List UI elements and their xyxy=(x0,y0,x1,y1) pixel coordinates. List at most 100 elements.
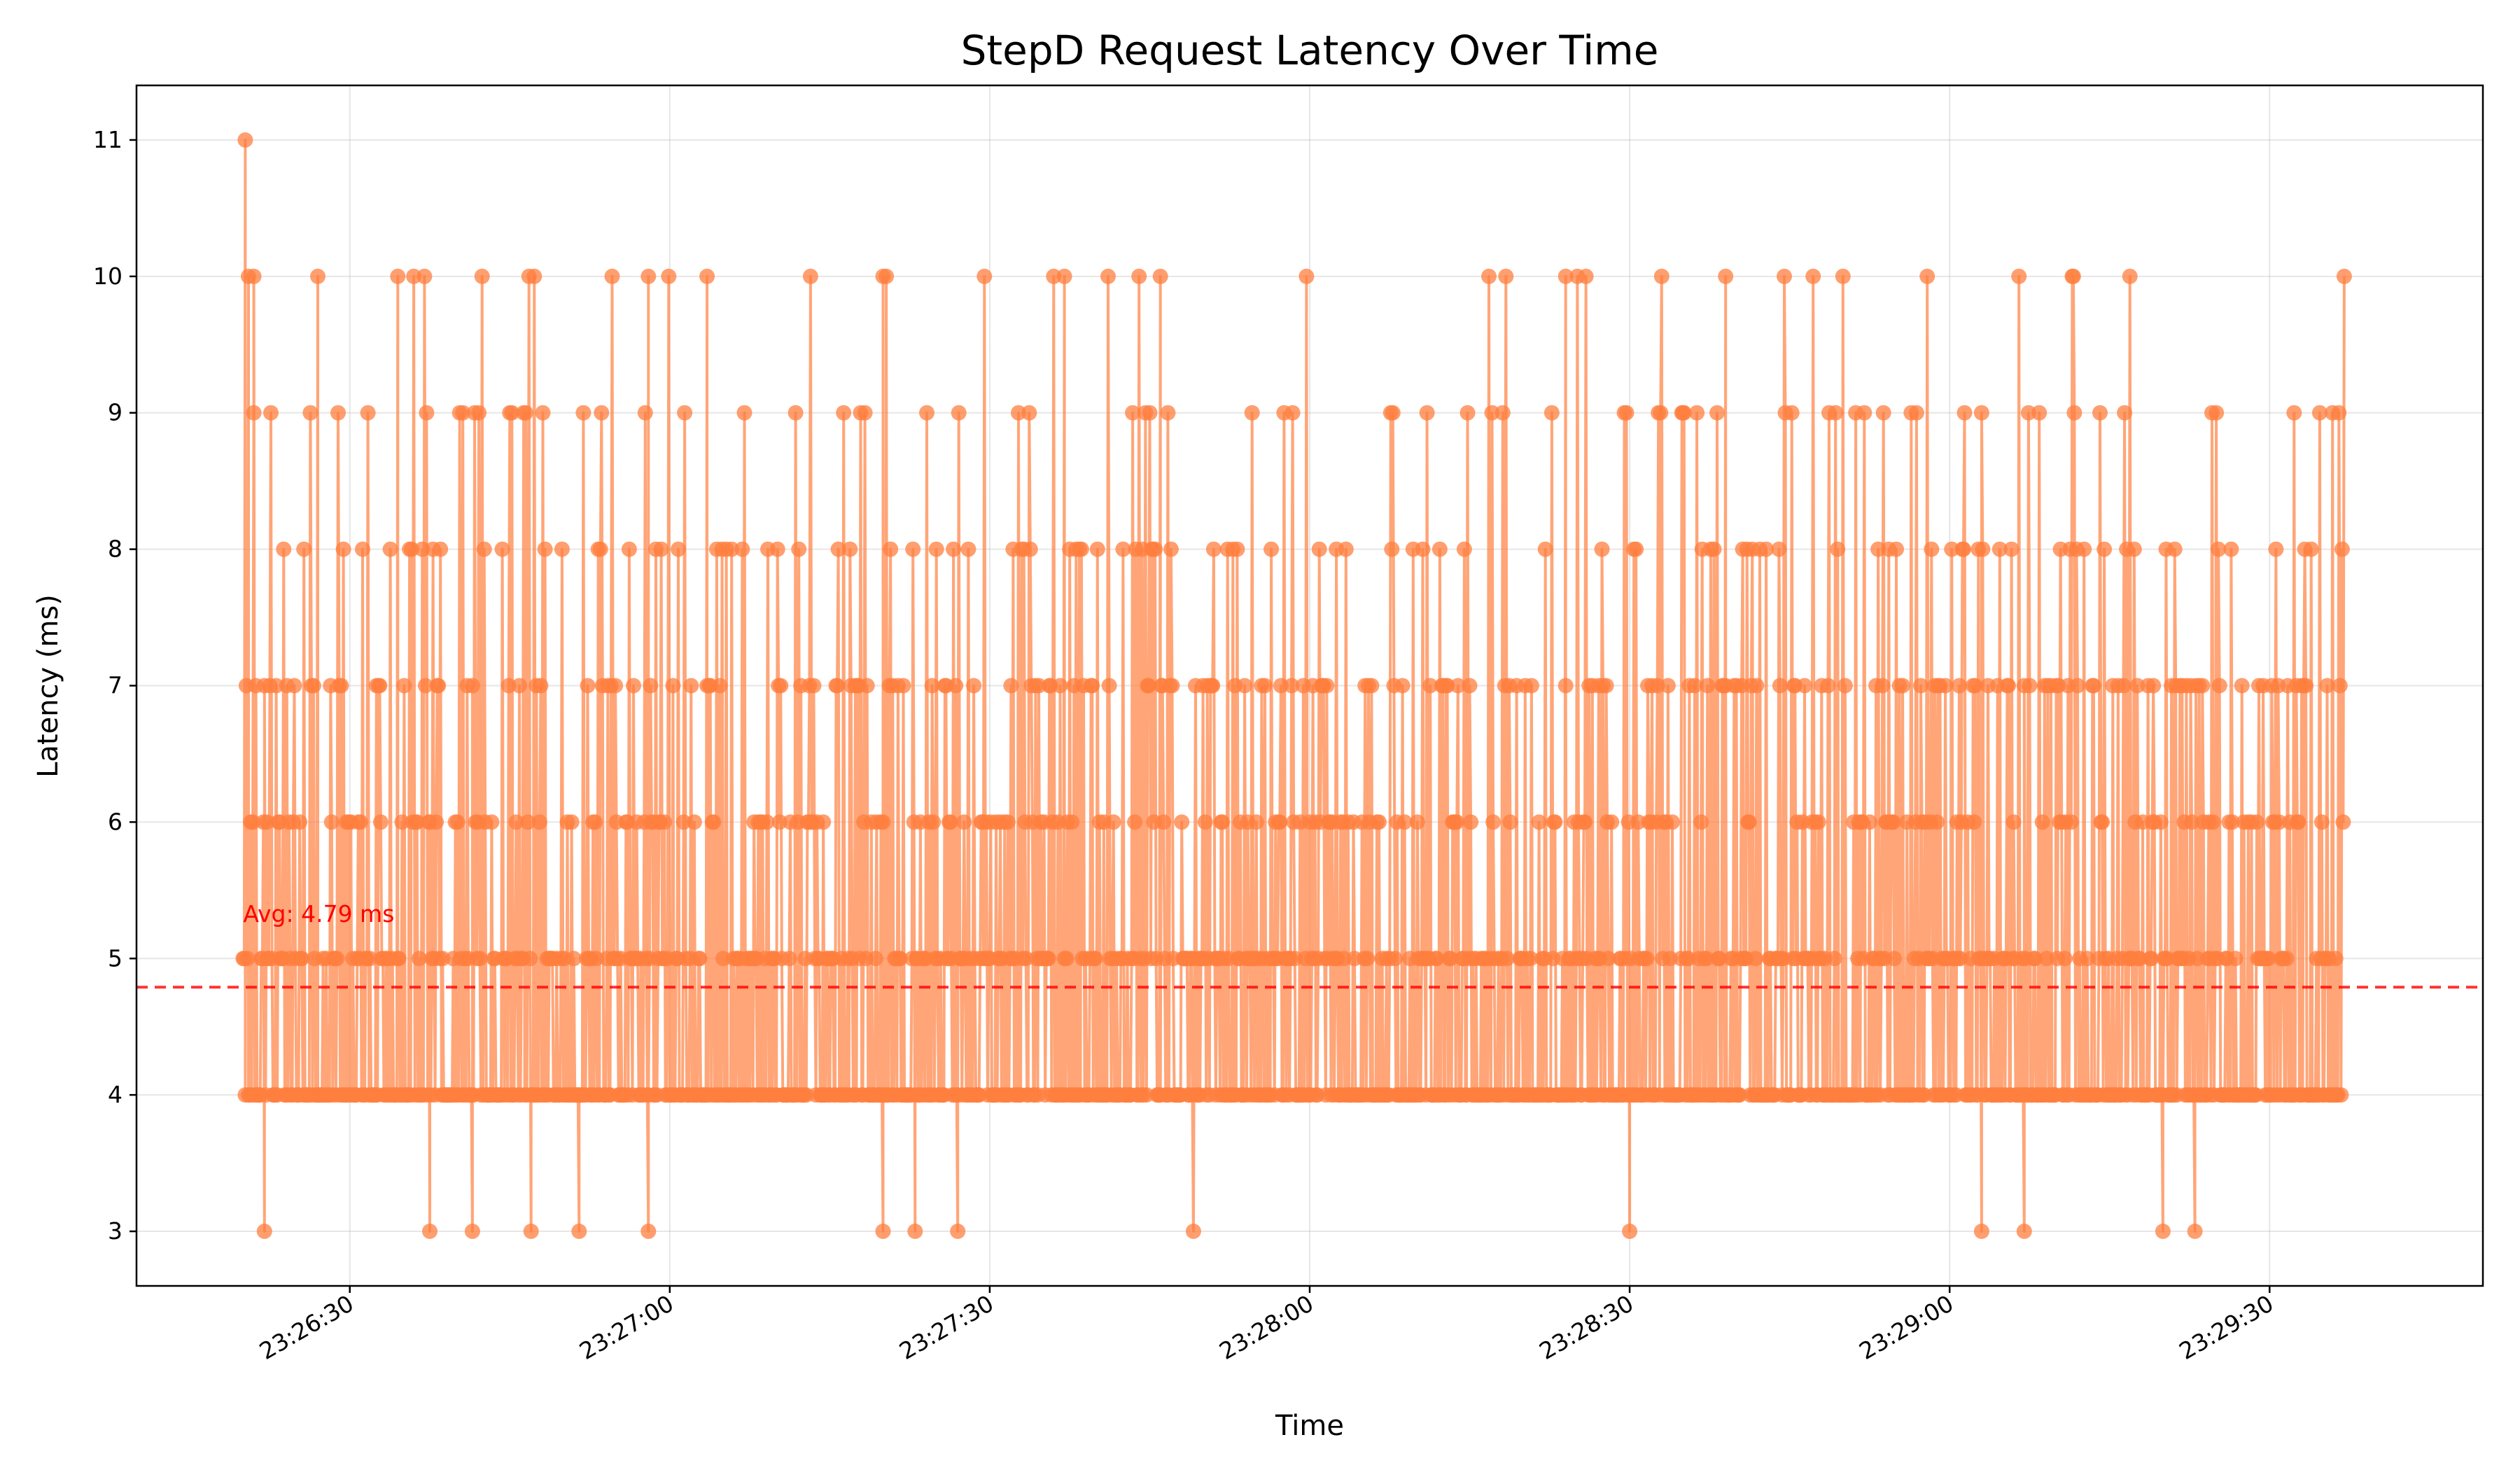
data-point xyxy=(2031,405,2047,421)
data-point xyxy=(2166,541,2183,557)
data-point xyxy=(759,814,775,830)
data-point xyxy=(1287,951,1303,967)
data-point xyxy=(1870,541,1886,557)
data-point xyxy=(769,541,785,557)
data-point xyxy=(895,678,911,694)
data-point xyxy=(335,541,351,557)
data-point xyxy=(476,541,492,557)
data-point xyxy=(246,268,262,284)
data-point xyxy=(791,541,807,557)
data-point xyxy=(2011,268,2027,284)
data-point xyxy=(404,541,420,557)
data-point xyxy=(715,951,731,967)
data-point xyxy=(296,541,312,557)
data-point xyxy=(1485,814,1502,830)
data-point xyxy=(942,814,958,830)
data-point xyxy=(512,678,527,694)
data-point xyxy=(522,951,538,967)
data-point xyxy=(1419,405,1435,421)
data-point xyxy=(2223,541,2239,557)
data-point xyxy=(1662,951,1678,967)
data-point xyxy=(2184,814,2199,830)
data-point xyxy=(1127,814,1143,830)
data-point xyxy=(626,678,641,694)
data-point xyxy=(372,814,388,830)
data-point xyxy=(2314,814,2330,830)
data-point xyxy=(2027,951,2043,967)
data-point xyxy=(1494,405,1511,421)
data-point xyxy=(414,541,430,557)
data-point xyxy=(1558,678,1574,694)
data-point xyxy=(966,678,982,694)
data-point xyxy=(950,1224,966,1239)
data-point xyxy=(2224,814,2240,830)
data-point xyxy=(2096,541,2113,557)
data-point xyxy=(1064,814,1080,830)
data-point xyxy=(683,678,699,694)
data-point xyxy=(1000,814,1016,830)
data-point xyxy=(2155,1224,2171,1239)
data-point xyxy=(1665,814,1680,830)
data-point xyxy=(1544,405,1560,421)
y-axis-label: Latency (ms) xyxy=(32,594,64,778)
data-point xyxy=(1951,678,1967,694)
data-point xyxy=(1531,814,1547,830)
data-point xyxy=(472,951,488,967)
data-point xyxy=(1577,814,1593,830)
data-point xyxy=(508,814,524,830)
data-point xyxy=(2066,405,2082,421)
data-point xyxy=(928,541,944,557)
data-point xyxy=(382,541,398,557)
data-point xyxy=(1749,678,1765,694)
data-point xyxy=(1919,268,1935,284)
data-point xyxy=(1338,541,1354,557)
data-point xyxy=(1889,541,1904,557)
data-point xyxy=(268,678,284,694)
data-point xyxy=(2336,268,2352,284)
y-tick-label: 3 xyxy=(108,1217,122,1245)
data-point xyxy=(2328,951,2344,967)
data-point xyxy=(2303,541,2319,557)
data-point xyxy=(2268,541,2284,557)
data-point xyxy=(905,541,921,557)
data-point xyxy=(566,951,582,967)
data-point xyxy=(1248,814,1264,830)
data-point xyxy=(2211,541,2227,557)
data-point xyxy=(362,951,378,967)
data-point xyxy=(2003,541,2019,557)
data-point xyxy=(946,541,962,557)
data-point xyxy=(1422,678,1438,694)
data-point xyxy=(2146,678,2162,694)
data-point xyxy=(1618,405,1634,421)
data-point xyxy=(531,814,547,830)
data-point xyxy=(1498,268,1514,284)
data-point xyxy=(1022,541,1038,557)
data-point xyxy=(1502,814,1518,830)
data-point xyxy=(564,814,580,830)
data-point xyxy=(867,951,883,967)
data-point xyxy=(2319,678,2335,694)
data-point xyxy=(1138,1087,1154,1103)
data-point xyxy=(1463,814,1479,830)
data-point xyxy=(2194,678,2211,694)
data-point xyxy=(1311,541,1327,557)
data-point xyxy=(1046,268,1062,284)
series-latency xyxy=(235,132,2352,1239)
data-point xyxy=(245,814,261,830)
data-point xyxy=(1229,541,1245,557)
data-point xyxy=(1797,678,1812,694)
data-point xyxy=(1523,678,1539,694)
y-tick-label: 11 xyxy=(93,126,122,153)
data-point xyxy=(2189,951,2205,967)
data-point xyxy=(2333,1087,2349,1103)
data-point xyxy=(2211,678,2227,694)
data-point xyxy=(294,951,310,967)
data-point xyxy=(239,951,255,967)
data-point xyxy=(1706,541,1722,557)
data-point xyxy=(1653,268,1670,284)
data-point xyxy=(773,678,789,694)
data-point xyxy=(2187,1224,2203,1239)
data-point xyxy=(333,678,349,694)
data-point xyxy=(422,1224,438,1239)
